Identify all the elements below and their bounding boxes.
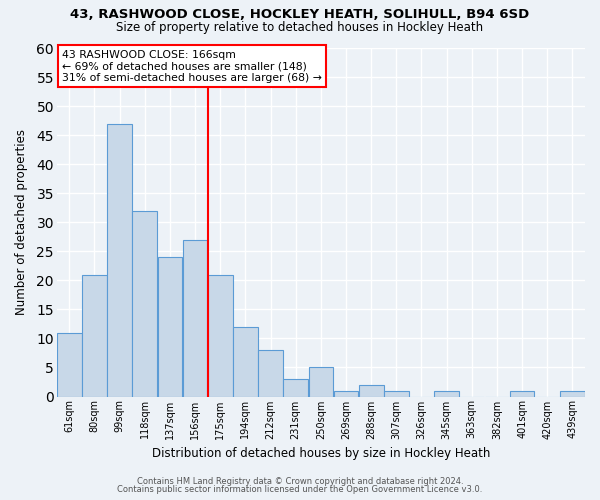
Bar bbox=[233, 327, 258, 396]
Bar bbox=[359, 385, 383, 396]
Bar bbox=[208, 274, 233, 396]
Bar bbox=[308, 368, 333, 396]
Bar bbox=[133, 210, 157, 396]
Bar bbox=[158, 257, 182, 396]
Text: Contains public sector information licensed under the Open Government Licence v3: Contains public sector information licen… bbox=[118, 485, 482, 494]
Text: 43, RASHWOOD CLOSE, HOCKLEY HEATH, SOLIHULL, B94 6SD: 43, RASHWOOD CLOSE, HOCKLEY HEATH, SOLIH… bbox=[70, 8, 530, 20]
X-axis label: Distribution of detached houses by size in Hockley Heath: Distribution of detached houses by size … bbox=[152, 447, 490, 460]
Bar bbox=[57, 332, 82, 396]
Text: 43 RASHWOOD CLOSE: 166sqm
← 69% of detached houses are smaller (148)
31% of semi: 43 RASHWOOD CLOSE: 166sqm ← 69% of detac… bbox=[62, 50, 322, 83]
Bar bbox=[434, 390, 459, 396]
Bar bbox=[258, 350, 283, 397]
Y-axis label: Number of detached properties: Number of detached properties bbox=[15, 130, 28, 316]
Text: Size of property relative to detached houses in Hockley Heath: Size of property relative to detached ho… bbox=[116, 21, 484, 34]
Text: Contains HM Land Registry data © Crown copyright and database right 2024.: Contains HM Land Registry data © Crown c… bbox=[137, 477, 463, 486]
Bar bbox=[183, 240, 208, 396]
Bar bbox=[334, 390, 358, 396]
Bar bbox=[510, 390, 535, 396]
Bar bbox=[107, 124, 132, 396]
Bar bbox=[283, 379, 308, 396]
Bar bbox=[560, 390, 585, 396]
Bar bbox=[384, 390, 409, 396]
Bar bbox=[82, 274, 107, 396]
